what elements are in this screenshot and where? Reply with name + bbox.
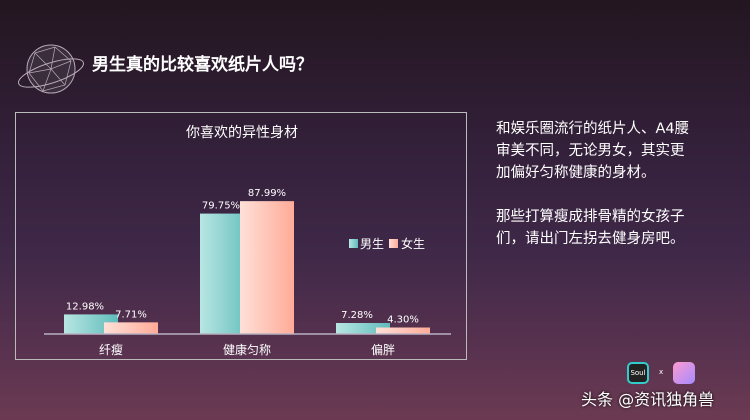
app-logo [673,362,695,384]
soul-logo: Soul [627,362,649,384]
slide-title: 男生真的比较喜欢纸片人吗？ [92,55,313,75]
bar-male [336,323,390,334]
chart-box: 你喜欢的异性身材 12.98% 7.71% 纤瘦 79.75% 87.99% 健康匀称 7.… [15,112,467,360]
bar-female [240,201,294,334]
chart-title: 你喜欢的异性身材 [186,125,298,141]
bar-female [104,322,158,334]
legend-swatch-male [349,239,358,248]
legend-label-female: 女生 [401,236,425,251]
data-label: 7.71% [115,309,147,320]
data-label: 87.99% [248,188,286,199]
side-text: 和娱乐圈流行的纸片人、A4腰审美不同，无论男女，其实更加偏好匀称健康的身材。 那… [496,118,696,272]
footer-watermark: 头条 @资讯独角兽 [581,390,715,409]
data-label: 4.30% [387,315,419,326]
x-tick-label: 健康匀称 [223,342,271,357]
bar-female [376,327,430,334]
data-label: 7.28% [341,310,373,321]
paragraph-1: 和娱乐圈流行的纸片人、A4腰审美不同，无论男女，其实更加偏好匀称健康的身材。 [496,121,690,181]
logo-separator: x [659,368,664,376]
bar-chart: 你喜欢的异性身材 12.98% 7.71% 纤瘦 79.75% 87.99% 健康匀称 7.… [44,125,451,357]
legend-label-male: 男生 [360,237,384,251]
legend-swatch-female [389,239,398,248]
paragraph-2: 那些打算瘦成排骨精的女孩子们，请出门左拐去健身房吧。 [496,209,685,247]
x-tick-label: 偏胖 [371,342,395,357]
x-tick-label: 纤瘦 [99,342,123,357]
data-label: 79.75% [202,201,240,212]
data-label: 12.98% [66,301,104,312]
logo-text: Soul [630,369,646,377]
legend: 男生 女生 [349,236,425,251]
globe-logo-icon [18,44,84,94]
